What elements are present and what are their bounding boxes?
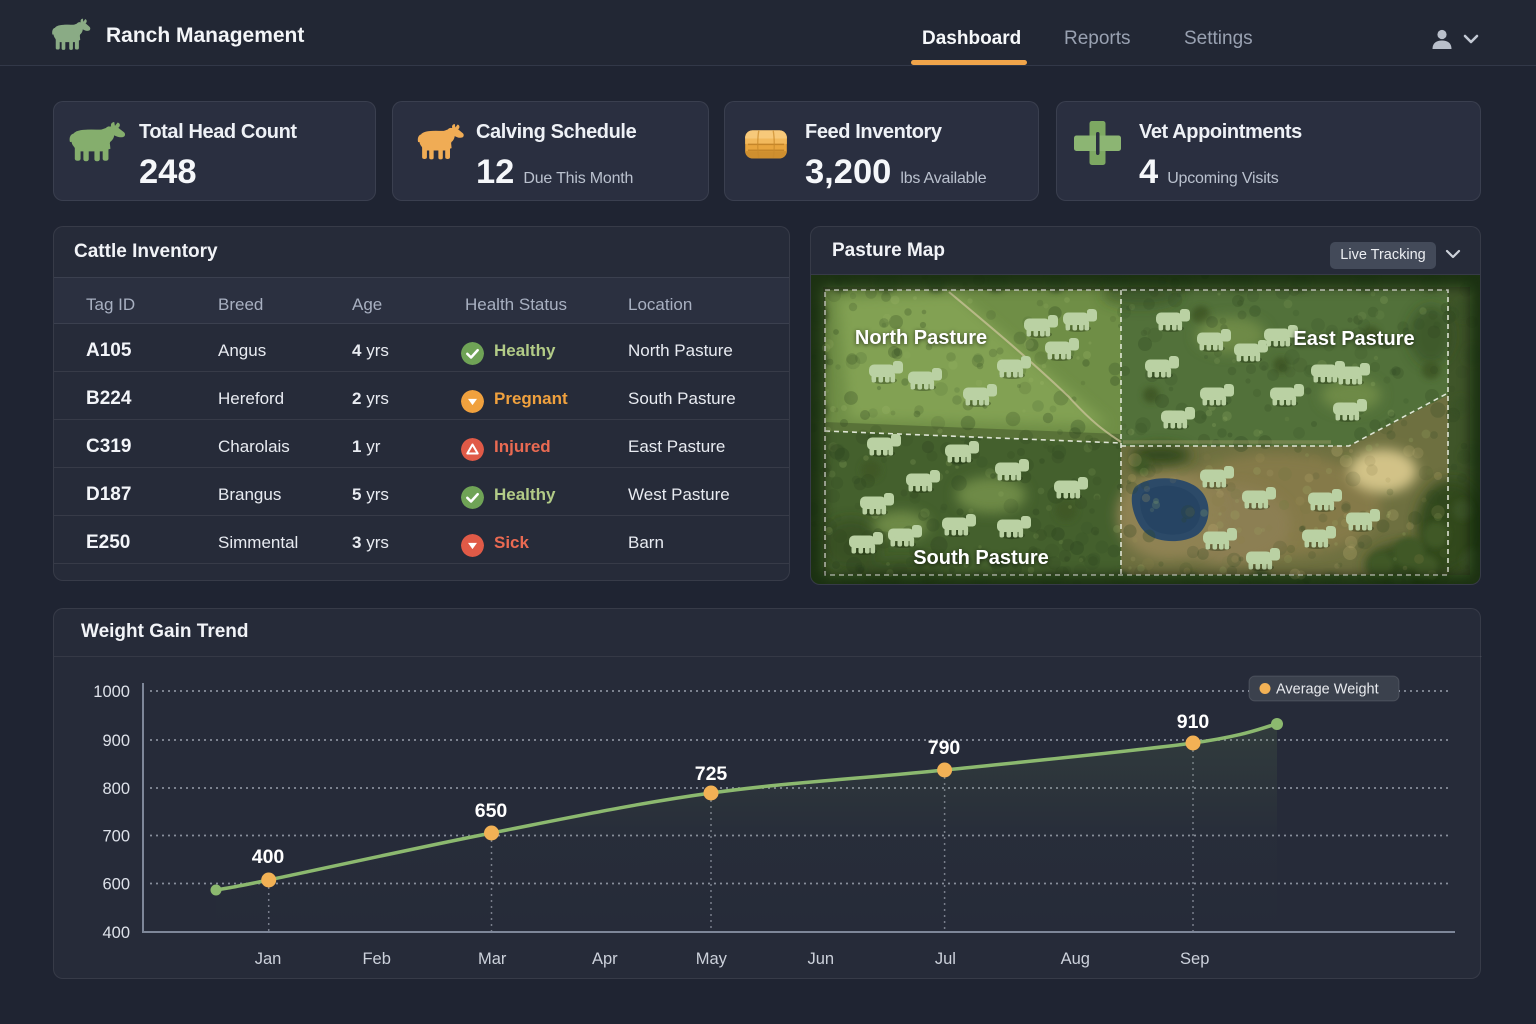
- svg-text:650: 650: [475, 800, 508, 822]
- svg-text:Aug: Aug: [1061, 950, 1090, 968]
- svg-text:Average Weight: Average Weight: [1276, 682, 1379, 698]
- svg-text:Jun: Jun: [807, 950, 834, 968]
- svg-text:900: 900: [102, 732, 130, 750]
- svg-text:May: May: [696, 950, 728, 968]
- svg-text:East Pasture: East Pasture: [1293, 328, 1414, 350]
- svg-text:600: 600: [102, 876, 130, 894]
- svg-text:700: 700: [102, 828, 130, 846]
- svg-text:790: 790: [928, 737, 961, 759]
- svg-text:Apr: Apr: [592, 950, 618, 968]
- svg-text:North Pasture: North Pasture: [855, 327, 987, 349]
- svg-text:Feb: Feb: [362, 950, 390, 968]
- svg-text:725: 725: [695, 763, 728, 785]
- svg-text:400: 400: [102, 924, 130, 942]
- svg-text:910: 910: [1177, 711, 1210, 733]
- svg-text:Jan: Jan: [255, 950, 282, 968]
- svg-text:Sep: Sep: [1180, 950, 1209, 968]
- svg-text:Mar: Mar: [478, 950, 507, 968]
- svg-text:South Pasture: South Pasture: [913, 547, 1049, 569]
- svg-text:800: 800: [102, 780, 130, 798]
- svg-text:Jul: Jul: [935, 950, 956, 968]
- svg-text:1000: 1000: [93, 683, 130, 701]
- svg-text:400: 400: [252, 846, 285, 868]
